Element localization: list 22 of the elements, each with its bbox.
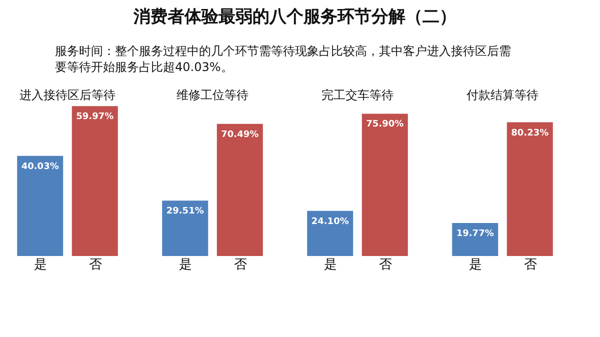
chart-title: 付款结算等待 bbox=[466, 88, 538, 102]
data-label: 24.10% bbox=[311, 216, 349, 227]
chart-title: 完工交车等待 bbox=[322, 88, 394, 102]
data-label: 40.03% bbox=[21, 162, 59, 172]
chart-title: 维修工位等待 bbox=[176, 88, 248, 102]
data-label: 75.90% bbox=[366, 120, 404, 130]
data-label: 59.97% bbox=[76, 112, 114, 122]
x-tick-label: 是 bbox=[34, 258, 48, 272]
data-label: 80.23% bbox=[511, 128, 549, 138]
text: 服务时间：整个服务过程中的几个环节需等待现象占比较高，其中客户进入接待区后需要等待开始服务占比超40.03%。 bbox=[55, 44, 511, 74]
text: 消费者体验最弱的八个服务环节分解（二） bbox=[132, 7, 456, 27]
x-tick-label: 是 bbox=[324, 258, 338, 272]
x-tick-label: 否 bbox=[88, 258, 102, 272]
chart-title: 进入接待区后等待 bbox=[20, 88, 116, 102]
data-label: 19.77% bbox=[456, 229, 494, 240]
x-tick-label: 是 bbox=[469, 258, 482, 272]
data-label: 70.49% bbox=[221, 130, 259, 140]
data-label: 29.51% bbox=[166, 206, 204, 217]
x-tick-label: 否 bbox=[378, 258, 392, 272]
x-tick-label: 是 bbox=[179, 258, 192, 272]
x-tick-label: 否 bbox=[234, 258, 247, 272]
x-tick-label: 否 bbox=[524, 258, 537, 272]
